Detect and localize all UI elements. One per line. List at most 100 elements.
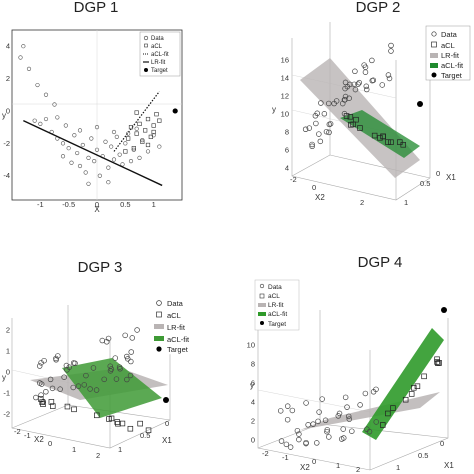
dgp4-data-point-6 (305, 422, 311, 428)
dgp4-acl-point-4 (390, 405, 396, 411)
dgp1-data-point-0 (21, 44, 26, 49)
dgp1-data-point-44 (77, 128, 83, 133)
dgp3-data-point-6 (38, 392, 44, 398)
dgp1-data-point-41 (145, 149, 151, 154)
dgp1-acl-point-10 (126, 136, 131, 141)
dgp4-yticks: 10 8 6 4 2 0 (247, 341, 255, 445)
dgp4-ytick-0: 10 (247, 341, 255, 350)
dgp2-acl-point-9 (357, 125, 363, 131)
dgp2-legend-lrfit: LR-fit (441, 51, 460, 60)
dgp4-data-point-35 (345, 413, 352, 420)
dgp4-acl-point-9 (402, 396, 409, 403)
dgp3-ytick-1: 1 (6, 347, 10, 356)
dgp2-ytick-3: 10 (281, 110, 289, 119)
dgp3-box (11, 305, 171, 449)
dgp1-data-point-30 (111, 157, 117, 162)
dgp3-data-point-5 (113, 376, 120, 382)
dgp4-data-point-9 (316, 409, 322, 415)
dgp4-target-point (441, 307, 447, 313)
dgp2-acl-point-10 (353, 116, 359, 123)
dgp4-zticks: -2 -1 0 1 2 (262, 449, 360, 474)
dgp4-title: DGP 4 (358, 254, 403, 271)
dgp1-data-point-5 (52, 102, 57, 107)
dgp3-data-point-37 (47, 376, 54, 383)
dgp2-acl-point-12 (377, 135, 383, 141)
dgp1-data-point-23 (92, 159, 97, 164)
dgp2-data-point-33 (342, 93, 349, 100)
dgp3-xtick-1: 0.5 (140, 431, 150, 440)
dgp2-data-point-29 (363, 83, 370, 90)
dgp1-data-point-47 (60, 154, 66, 159)
dgp3-data-point-27 (38, 381, 45, 387)
dgp3-ytick-2: 0 (6, 368, 10, 377)
dgp2-data-point-43 (363, 86, 370, 93)
dgp1-target-point (172, 108, 178, 114)
dgp3-data-point-40 (129, 335, 136, 341)
dgp2-data-point-26 (314, 110, 320, 117)
dgp3-data-point-16 (83, 372, 89, 379)
dgp3-data-point-29 (112, 355, 119, 361)
dgp1-xtick-2: 0 (95, 200, 99, 209)
dgp4-data-point-27 (296, 431, 302, 437)
dgp3-target-point (163, 397, 169, 403)
dgp3-legend-aclfit: aCL-fit (167, 335, 190, 344)
dgp4-data-point-11 (326, 434, 332, 440)
dgp3-marks (33, 327, 169, 434)
dgp2-data-point-16 (317, 138, 324, 145)
dgp1-data-point-29 (109, 144, 114, 149)
dgp3-title: DGP 3 (78, 259, 123, 276)
dgp3-data-point-47 (41, 357, 47, 364)
dgp2-acl-point-8 (385, 139, 391, 145)
dgp3-aclfit-surface (62, 358, 162, 418)
dgp3-acl-point-8 (108, 415, 115, 422)
dgp1-data-point-22 (89, 136, 94, 141)
dgp1-acl-point-3 (140, 139, 145, 144)
dgp3-legend-lrfit: LR-fit (167, 323, 186, 332)
dgp4-aclfit-surface (362, 328, 444, 440)
dgp2-aclfit-surface (340, 110, 420, 158)
dgp4-data-point-30 (322, 417, 329, 424)
dgp1-acl-point-5 (145, 116, 151, 122)
dgp1-data-point-38 (134, 126, 139, 131)
dgp3-acl-point-12 (119, 420, 126, 427)
dgp1-data-point-12 (60, 141, 66, 146)
dgp4-zlabel: X2 (300, 463, 310, 472)
dgp3-data-point-30 (87, 386, 93, 392)
dgp3-acl-point-3 (71, 406, 77, 413)
dgp2-title: DGP 2 (356, 0, 401, 16)
dgp3-data-point-41 (105, 335, 112, 342)
dgp4-ytick-5: 0 (251, 436, 255, 445)
dgp1-ticks: -1 -0.5 0 0.5 1 4 2 0 -2 -4 (3, 42, 155, 209)
dgp4-data-point-28 (284, 403, 291, 409)
dgp4-data-point-10 (362, 390, 369, 397)
dgp2-xtick-2: 1 (404, 198, 408, 207)
dgp2-target-point (417, 101, 423, 107)
dgp1-data-point-48 (106, 180, 111, 185)
dgp1-xtick-3: 0.5 (120, 200, 130, 209)
dgp1-xlabel: X (94, 205, 100, 214)
legend-data-marker (143, 35, 149, 41)
dgp3-acl-point-14 (94, 412, 100, 419)
dgp2-data-point-22 (323, 128, 330, 135)
dgp3-data-point-44 (116, 364, 123, 370)
dgp4-acl-point-3 (380, 422, 386, 428)
dgp2-data-point-37 (379, 82, 386, 88)
dgp3-xtick-0: 0 (165, 419, 169, 428)
dgp1-acl-point-6 (148, 134, 153, 139)
dgp1-acl-point-7 (151, 123, 156, 128)
dgp3-data-point-33 (61, 374, 67, 380)
dgp2-yticks: 16 14 12 10 8 6 4 (281, 56, 289, 173)
dgp1-data-point-27 (103, 139, 108, 144)
dgp2-data-point-4 (355, 81, 361, 87)
dgp2-legend-target: Target (441, 71, 463, 80)
dgp4-legend-aclfit: aCL-fit (268, 311, 287, 318)
dgp2-data-point-27 (342, 79, 349, 86)
dgp4-ytick-1: 8 (251, 360, 255, 369)
dgp2-data-point-44 (326, 129, 332, 136)
dgp3-data-point-34 (124, 353, 130, 360)
dgp1-title: DGP 1 (74, 0, 119, 16)
dgp3-acl-point-9 (37, 396, 44, 402)
dgp2-acl-point-11 (347, 114, 354, 120)
